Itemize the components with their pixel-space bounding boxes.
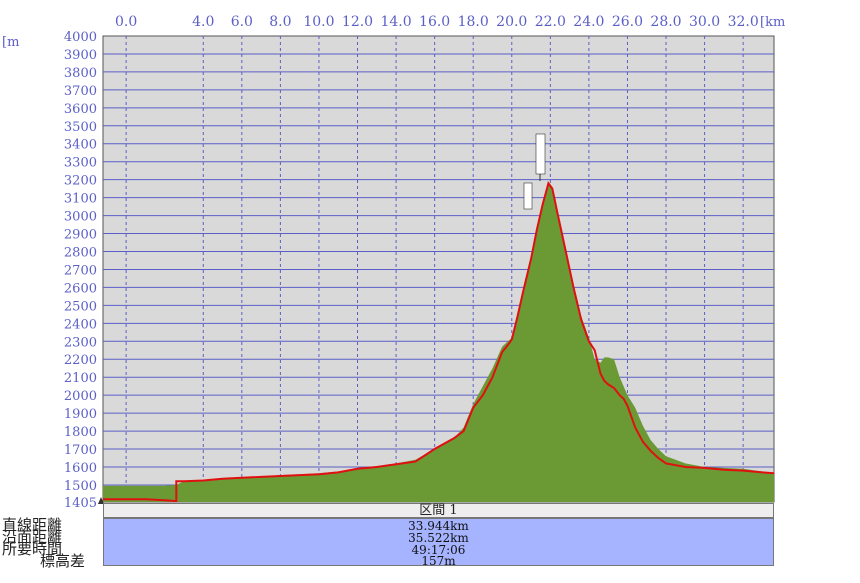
straight-distance-label: 直線距離 bbox=[2, 516, 63, 534]
y-tick-label: 1500 bbox=[64, 479, 97, 494]
x-tick-label: 4.0 bbox=[192, 14, 214, 30]
x-tick-label: 16.0 bbox=[419, 14, 450, 30]
y-tick-label: 2800 bbox=[64, 245, 97, 260]
y-tick-label: 2700 bbox=[64, 263, 97, 278]
y-tick-label: 3300 bbox=[64, 156, 97, 171]
x-tick-label: 18.0 bbox=[458, 14, 489, 30]
y-tick-label: 2400 bbox=[64, 317, 97, 332]
x-tick-label: 28.0 bbox=[650, 14, 681, 30]
y-tick-label: 3900 bbox=[64, 48, 97, 63]
y-tick-label: 2900 bbox=[64, 228, 97, 243]
y-tick-label: 2300 bbox=[64, 335, 97, 350]
x-tick-label: 6.0 bbox=[231, 14, 253, 30]
x-tick-label: 30.0 bbox=[689, 14, 720, 30]
y-tick-label: 4000 bbox=[64, 30, 97, 45]
x-tick-label: 12.0 bbox=[342, 14, 373, 30]
terrain-area bbox=[103, 183, 774, 503]
y-tick-label: 3500 bbox=[64, 120, 97, 135]
y-tick-label: 3200 bbox=[64, 174, 97, 189]
start-marker bbox=[98, 497, 104, 504]
x-tick-label: 0.0 bbox=[115, 14, 137, 30]
section-label: 区間 1 bbox=[103, 503, 774, 518]
duration-value: 49:17:06 bbox=[411, 543, 466, 557]
x-tick-label: 14.0 bbox=[380, 14, 411, 30]
x-tick-label: 26.0 bbox=[612, 14, 643, 30]
y-axis-unit: [m bbox=[2, 35, 19, 50]
y-tick-label: 1700 bbox=[64, 443, 97, 458]
y-tick-label: 3000 bbox=[64, 210, 97, 225]
x-axis-unit: [km bbox=[760, 15, 785, 30]
x-tick-label: 22.0 bbox=[535, 14, 566, 30]
y-tick-label: 1900 bbox=[64, 407, 97, 422]
x-tick-label: 10.0 bbox=[303, 14, 334, 30]
y-tick-label: 3100 bbox=[64, 192, 97, 207]
y-axis-ticks: 4000 3900 3800 3700 3600 3500 3400 3300 3200 3100… bbox=[64, 30, 97, 511]
x-tick-label: 32.0 bbox=[728, 14, 759, 30]
x-tick-label: 24.0 bbox=[573, 14, 604, 30]
y-tick-label: 1600 bbox=[64, 461, 97, 476]
waypoint-marker-summit bbox=[535, 133, 546, 181]
x-axis-ticks: 0.0 4.0 6.0 8.0 10.0 12.0 14.0 16.0 18.0 20.0 22.0… bbox=[115, 14, 759, 30]
straight-distance-value: 33.944km bbox=[408, 519, 469, 533]
y-tick-label: 1405 bbox=[64, 496, 97, 511]
elevation-diff-value: 157m bbox=[421, 554, 456, 568]
terrain-fill bbox=[103, 183, 774, 503]
y-tick-label: 3700 bbox=[64, 84, 97, 99]
duration-label: 所要時間 bbox=[2, 540, 63, 558]
x-tick-label: 20.0 bbox=[496, 14, 527, 30]
y-tick-label: 1800 bbox=[64, 425, 97, 440]
route-path bbox=[103, 181, 775, 503]
y-tick-label: 2600 bbox=[64, 281, 97, 296]
summary-stats: 33.944km 35.522km 49:17:06 157m bbox=[103, 518, 774, 568]
y-tick-label: 2100 bbox=[64, 371, 97, 386]
y-tick-label: 3400 bbox=[64, 138, 97, 153]
elevation-diff-label: 標高差 bbox=[40, 552, 86, 570]
y-tick-label: 3800 bbox=[64, 66, 97, 81]
surface-distance-label: 沿面距離 bbox=[2, 528, 63, 546]
waypoint-marker-shoulder bbox=[523, 182, 533, 210]
y-tick-label: 2200 bbox=[64, 353, 97, 368]
route-line bbox=[103, 181, 775, 503]
x-tick-label: 8.0 bbox=[269, 14, 291, 30]
y-tick-label: 2500 bbox=[64, 299, 97, 314]
y-tick-label: 3600 bbox=[64, 102, 97, 117]
y-tick-label: 2000 bbox=[64, 389, 97, 404]
surface-distance-value: 35.522km bbox=[408, 531, 469, 545]
